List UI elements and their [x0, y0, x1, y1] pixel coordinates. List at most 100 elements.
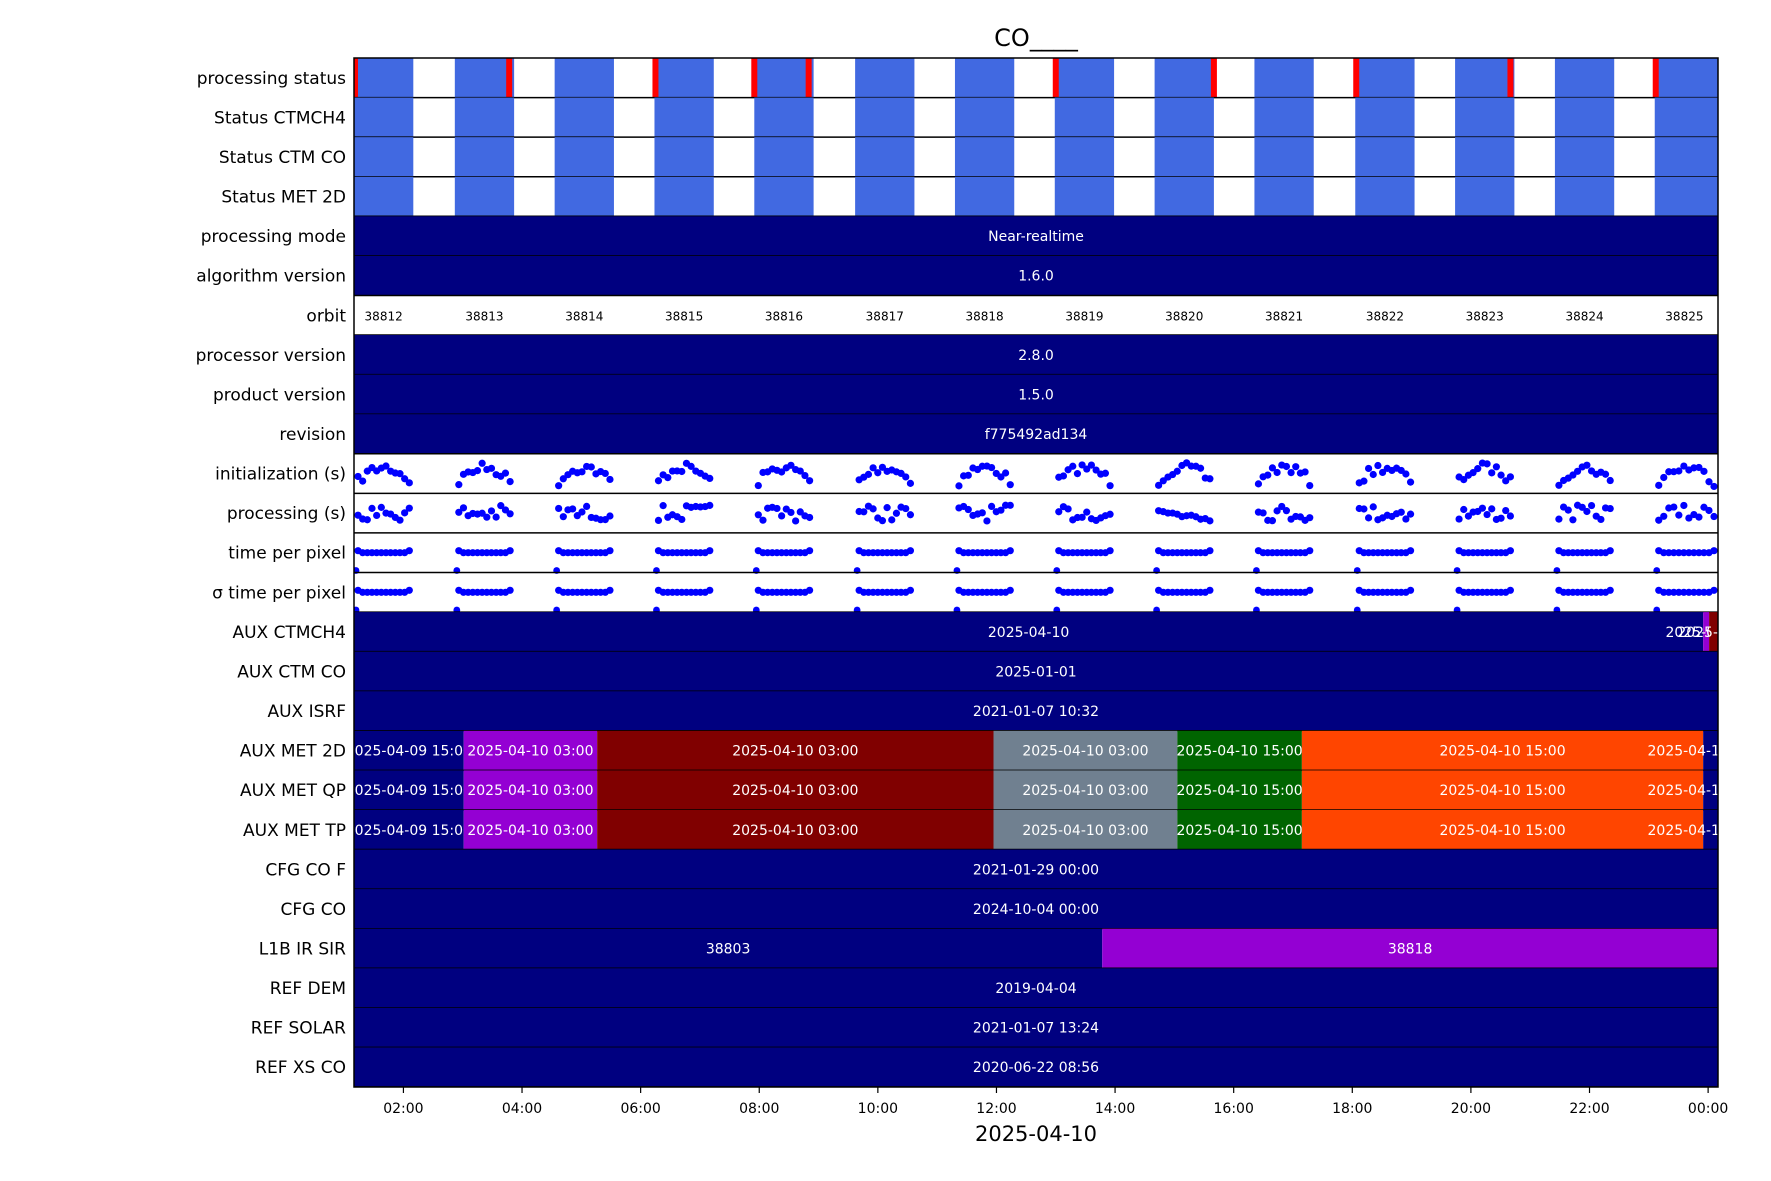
segment-label: 2025-04-10: [988, 625, 1069, 641]
scatter-point: [1101, 469, 1110, 477]
scatter-point: [1705, 478, 1713, 486]
status-block: [1254, 97, 1314, 138]
scatter-point: [1606, 504, 1614, 513]
scatter-point: [1685, 588, 1693, 596]
scatter-point: [955, 482, 963, 490]
row-20: 2021-01-29 00:00: [354, 849, 1718, 890]
scatter-point: [1675, 467, 1683, 475]
segment-label: 2025-04-10 03:00: [1022, 783, 1148, 799]
status-block: [654, 97, 714, 138]
scatter-point: [1680, 588, 1688, 596]
scatter-point: [1606, 476, 1614, 485]
scatter-point: [1173, 467, 1181, 475]
scatter-point: [1555, 515, 1563, 523]
status-block: [454, 137, 515, 177]
row-label: processing (s): [227, 504, 346, 524]
segment-bar: [1177, 809, 1302, 850]
scatter-point: [1273, 507, 1281, 515]
scatter-point: [860, 508, 868, 516]
orbit-label: 38812: [365, 309, 403, 323]
scatter-point: [1690, 549, 1698, 557]
scatter-point: [678, 515, 686, 524]
status-block: [654, 176, 714, 217]
scatter-point: [1402, 470, 1410, 478]
scatter-point: [906, 511, 915, 519]
segment-bar: [993, 730, 1178, 771]
orbit-label: 38813: [465, 309, 503, 323]
status-block: [1554, 137, 1615, 177]
scatter-point: [806, 477, 814, 485]
status-block: [454, 97, 515, 138]
orbit-label: 38815: [665, 309, 703, 323]
scatter-point: [1006, 586, 1014, 594]
row-0: [354, 58, 1718, 99]
row-label: AUX ISRF: [267, 702, 346, 722]
status-block: [1554, 58, 1615, 98]
scatter-point: [1306, 482, 1314, 490]
scatter-point: [1670, 549, 1678, 557]
scatter-point: [874, 469, 882, 477]
scatter-point: [1397, 508, 1405, 516]
status-block: [754, 58, 814, 98]
segment-label: 2025-04-10 15:00: [1439, 823, 1565, 839]
scatter-point: [1680, 501, 1688, 510]
row-11: [354, 501, 1718, 534]
scatter-point: [906, 479, 915, 487]
scatter-point: [459, 504, 468, 512]
scatter-point: [1006, 501, 1014, 509]
scatter-point: [1685, 549, 1693, 557]
scatter-point: [687, 462, 695, 470]
status-block: [354, 176, 414, 217]
segment-label: 2021-01-07 13:24: [973, 1021, 1099, 1037]
scatter-point: [1710, 586, 1718, 594]
status-block: [1054, 137, 1115, 177]
scatter-point: [1685, 514, 1693, 522]
row-label: processor version: [196, 346, 346, 366]
scatter-point: [1460, 505, 1468, 514]
scatter-point: [1710, 547, 1718, 555]
scatter-point: [1690, 588, 1698, 596]
scatter-point: [373, 511, 381, 520]
scatter-point: [382, 462, 390, 470]
status-block: [1154, 176, 1214, 217]
row-label: processing mode: [201, 227, 346, 247]
status-block: [1254, 176, 1314, 217]
scatter-point: [405, 479, 413, 487]
scatter-point: [1360, 477, 1368, 485]
scatter-point: [1268, 464, 1277, 472]
row-label: CFG CO F: [265, 860, 346, 880]
scatter-point: [483, 513, 491, 521]
segment-bar: [1177, 730, 1302, 771]
scatter-point: [473, 467, 482, 475]
row-4: Near-realtime: [354, 216, 1718, 257]
failure-marker: [1353, 58, 1360, 98]
orbit-label: 38824: [1565, 309, 1603, 323]
scatter-point: [983, 517, 991, 525]
failure-marker: [506, 58, 513, 98]
status-block: [1654, 176, 1718, 217]
row-25: 2020-06-22 08:56: [354, 1047, 1718, 1087]
scatter-point: [1406, 510, 1415, 518]
scatter-point: [1660, 549, 1668, 557]
segment-bar: [1703, 730, 1718, 771]
orbit-label: 38818: [966, 309, 1004, 323]
segment-label: 1.5.0: [1018, 387, 1054, 403]
scatter-point: [1555, 481, 1563, 489]
x-tick-label: 22:00: [1569, 1101, 1609, 1117]
scatter-point: [1360, 505, 1368, 513]
segment-bar: [597, 770, 994, 810]
row-label: Status MET 2D: [221, 188, 346, 208]
status-block: [754, 137, 814, 177]
segment-bar: [354, 612, 1704, 652]
scatter-point: [455, 508, 463, 516]
segment-bar: [354, 809, 464, 850]
x-tick-label: 00:00: [1688, 1101, 1728, 1117]
scatter-point: [1695, 588, 1703, 596]
scatter-point: [792, 517, 800, 525]
status-block: [454, 176, 515, 217]
orbit-label: 38817: [866, 309, 904, 323]
scatter-point: [659, 502, 667, 510]
scatter-point: [1502, 506, 1510, 515]
segment-bar: [354, 651, 1718, 692]
